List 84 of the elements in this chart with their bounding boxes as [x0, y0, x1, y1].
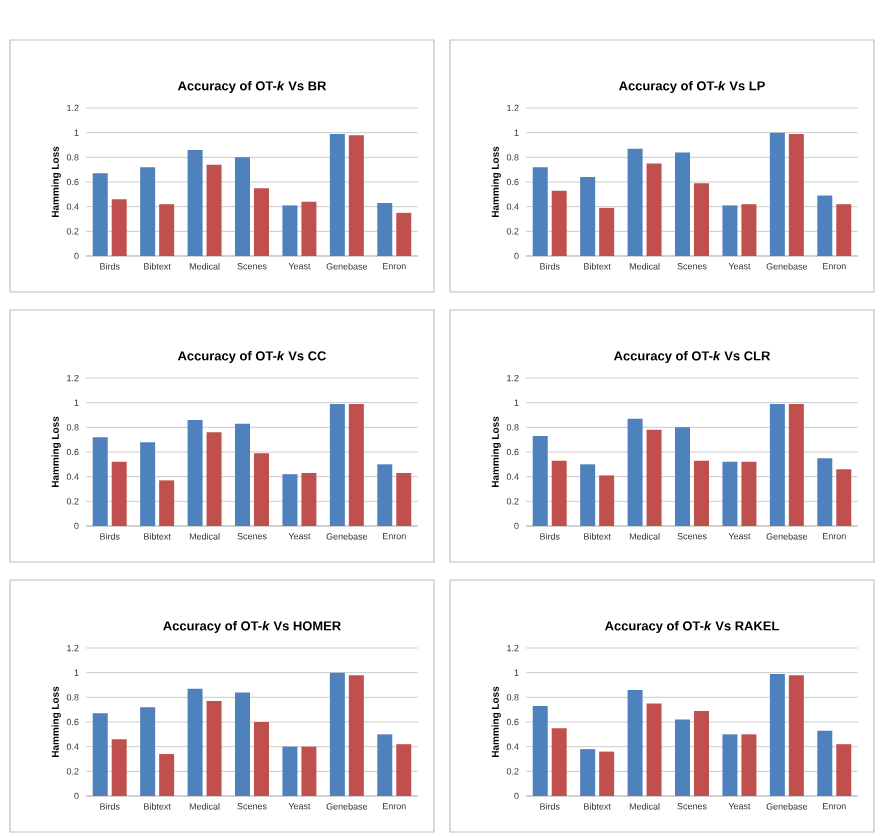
- bar: [253, 722, 269, 796]
- bar: [206, 432, 222, 526]
- bar: [836, 469, 852, 526]
- bar: [159, 480, 175, 526]
- bar: [187, 149, 203, 256]
- bar: [377, 464, 393, 526]
- bar: [722, 734, 738, 796]
- bar: [348, 135, 364, 256]
- bar: [348, 675, 364, 796]
- bar: [532, 167, 548, 256]
- bar: [599, 475, 615, 526]
- bar: [377, 734, 393, 796]
- bar: [301, 472, 317, 526]
- bar: [301, 201, 317, 256]
- bar: [722, 461, 738, 526]
- bar: [348, 403, 364, 526]
- bar: [159, 754, 175, 796]
- bar: [253, 188, 269, 256]
- bar: [580, 177, 596, 256]
- bar: [235, 423, 250, 526]
- bar: [627, 418, 643, 526]
- bar: [282, 474, 298, 526]
- bar: [627, 689, 643, 796]
- bar: [675, 427, 691, 526]
- bar: [329, 672, 345, 796]
- bar: [282, 205, 298, 256]
- bar: [532, 435, 548, 526]
- bar: [532, 705, 548, 796]
- bar: [580, 749, 596, 796]
- bar: [187, 688, 203, 796]
- bar: [675, 152, 691, 256]
- bar: [722, 205, 738, 256]
- bar: [817, 195, 833, 256]
- bar: [282, 746, 298, 796]
- bar: [111, 739, 127, 796]
- bar: [741, 204, 757, 256]
- bar: [788, 675, 804, 796]
- bar: [206, 164, 222, 256]
- bar: [769, 132, 785, 256]
- bar: [646, 163, 662, 256]
- bar: [551, 190, 567, 256]
- bar: [741, 461, 757, 526]
- bar: [329, 403, 345, 526]
- bar: [140, 167, 156, 256]
- bar: [599, 207, 615, 256]
- bar: [817, 458, 833, 526]
- bar: [693, 183, 709, 256]
- bar: [111, 461, 127, 526]
- bar: [551, 460, 567, 526]
- bar: [788, 133, 804, 256]
- bar: [253, 453, 269, 526]
- bar: [187, 419, 203, 526]
- bar: [646, 429, 662, 526]
- bar: [206, 701, 222, 796]
- bar: [769, 673, 785, 796]
- bar: [769, 403, 785, 526]
- bar: [788, 403, 804, 526]
- bar: [92, 173, 108, 256]
- bar: [140, 707, 156, 796]
- bar: [693, 710, 709, 796]
- bar: [111, 199, 127, 256]
- bar: [235, 157, 250, 256]
- bar: [551, 728, 567, 796]
- bar: [396, 744, 412, 796]
- bar: [235, 692, 250, 796]
- bar: [693, 460, 709, 526]
- bar: [140, 442, 156, 526]
- bar: [646, 703, 662, 796]
- bar: [301, 746, 317, 796]
- bar: [836, 744, 852, 796]
- bar: [329, 133, 345, 256]
- bar: [92, 437, 108, 526]
- bar: [580, 464, 596, 526]
- bar: [836, 204, 852, 256]
- bar: [377, 202, 393, 256]
- bar: [675, 719, 691, 796]
- bar: [92, 713, 108, 796]
- bar: [627, 148, 643, 256]
- bar: [599, 751, 615, 796]
- bar: [396, 212, 412, 256]
- bar: [741, 734, 757, 796]
- bar: [817, 730, 833, 796]
- bar: [396, 472, 412, 526]
- bar: [159, 204, 175, 256]
